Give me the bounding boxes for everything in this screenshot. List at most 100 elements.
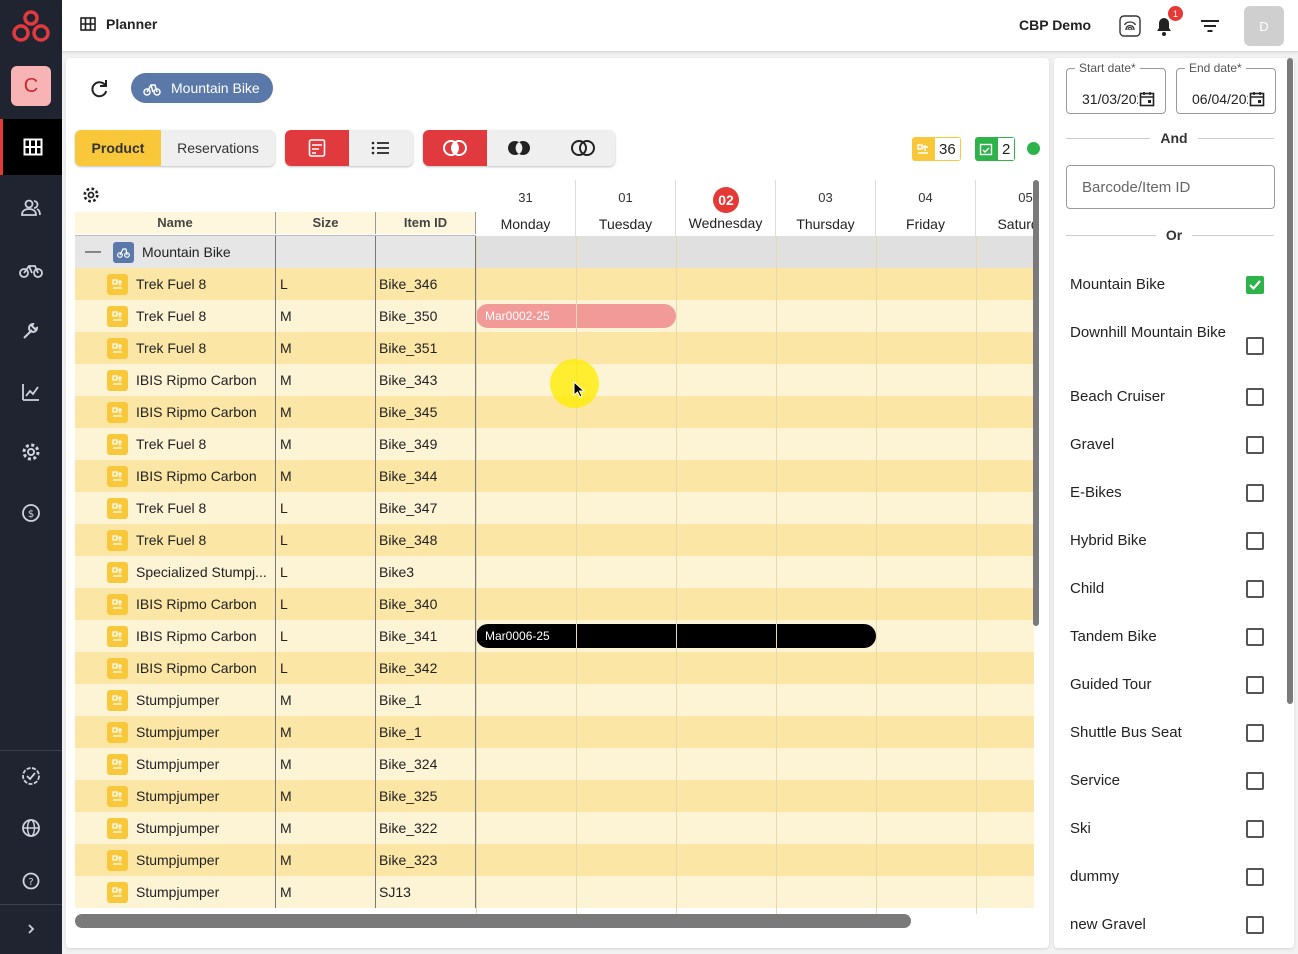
category-label[interactable]: new Gravel — [1070, 916, 1146, 933]
table-row[interactable]: Specialized Stumpj... L Bike3 — [75, 556, 1034, 588]
tab-reservations[interactable]: Reservations — [177, 140, 259, 156]
item-calendar[interactable] — [476, 268, 1034, 300]
category-checkbox[interactable] — [1246, 276, 1264, 294]
table-row[interactable]: Trek Fuel 8 L Bike_348 — [75, 524, 1034, 556]
tab-product[interactable]: Product — [75, 130, 161, 166]
table-row[interactable]: Stumpjumper M Bike_1 — [75, 716, 1034, 748]
item-calendar[interactable] — [476, 812, 1034, 844]
category-checkbox[interactable] — [1246, 628, 1264, 646]
category-label[interactable]: Downhill Mountain Bike — [1070, 324, 1226, 341]
category-label[interactable]: Service — [1070, 772, 1121, 789]
start-date-field[interactable]: Start date* 31/03/2025 — [1066, 61, 1166, 114]
item-calendar[interactable] — [476, 780, 1034, 812]
table-row[interactable]: Stumpjumper M Bike_1 — [75, 684, 1034, 716]
nav-help[interactable]: ? — [0, 853, 62, 909]
category-checkbox[interactable] — [1246, 484, 1264, 502]
table-row[interactable]: IBIS Ripmo Carbon L Bike_340 — [75, 588, 1034, 620]
group-row[interactable]: — Mountain Bike — [75, 236, 1034, 268]
app-logo[interactable] — [0, 0, 62, 52]
day-header[interactable]: 03 Thursday — [776, 180, 876, 236]
nav-planner[interactable] — [0, 119, 62, 175]
nav-bikes[interactable] — [0, 242, 62, 298]
table-row[interactable]: Trek Fuel 8 M Bike_349 — [75, 428, 1034, 460]
avatar[interactable]: D — [1244, 6, 1284, 46]
column-header-size[interactable]: Size — [276, 212, 376, 234]
overlap-mode-3-button[interactable] — [551, 130, 615, 166]
table-row[interactable]: Stumpjumper M Bike_322 — [75, 812, 1034, 844]
item-calendar[interactable] — [476, 428, 1034, 460]
nav-service[interactable] — [0, 303, 62, 359]
nav-checklist[interactable] — [0, 748, 62, 804]
nav-settings[interactable] — [0, 424, 62, 480]
end-date-value[interactable]: 06/04/2025 — [1192, 91, 1248, 107]
filter-panel-scrollbar[interactable] — [1287, 58, 1293, 704]
item-calendar[interactable] — [476, 524, 1034, 556]
item-calendar[interactable] — [476, 460, 1034, 492]
filter-button[interactable] — [1198, 14, 1222, 38]
overlap-mode-1-button[interactable] — [423, 130, 487, 166]
table-row[interactable]: IBIS Ripmo Carbon M Bike_345 — [75, 396, 1034, 428]
day-header[interactable]: 02 Wednesday — [676, 180, 776, 236]
column-settings-button[interactable] — [82, 186, 100, 209]
category-label[interactable]: Tandem Bike — [1070, 628, 1157, 645]
table-row[interactable]: Trek Fuel 8 M Bike_350 Mar0002-25 — [75, 300, 1034, 332]
table-row[interactable]: Stumpjumper M Bike_325 — [75, 780, 1034, 812]
company-switcher[interactable]: C — [11, 66, 51, 106]
table-row[interactable]: Trek Fuel 8 L Bike_346 — [75, 268, 1034, 300]
day-header[interactable]: 31 Monday — [476, 180, 576, 236]
timeline-view-button[interactable] — [285, 130, 349, 166]
category-label[interactable]: Beach Cruiser — [1070, 388, 1166, 405]
end-date-picker-button[interactable] — [1249, 91, 1265, 112]
notifications-button[interactable] — [1152, 14, 1176, 38]
item-calendar[interactable] — [476, 332, 1034, 364]
category-checkbox[interactable] — [1246, 772, 1264, 790]
collapse-icon[interactable]: — — [85, 243, 101, 260]
day-header[interactable]: 05 Saturday — [976, 180, 1034, 236]
column-header-name[interactable]: Name — [75, 212, 276, 234]
item-calendar[interactable] — [476, 844, 1034, 876]
refresh-button[interactable] — [88, 78, 110, 100]
user-name[interactable]: CBP Demo — [1019, 17, 1092, 33]
category-label[interactable]: Child — [1070, 580, 1105, 597]
category-checkbox[interactable] — [1246, 580, 1264, 598]
nav-customers[interactable] — [0, 180, 62, 236]
category-chip[interactable]: Mountain Bike — [131, 73, 273, 103]
table-row[interactable]: Stumpjumper M Bike_323 — [75, 844, 1034, 876]
category-label[interactable]: Mountain Bike — [1070, 276, 1166, 293]
item-calendar[interactable] — [476, 716, 1034, 748]
table-row[interactable]: Stumpjumper M SJ13 — [75, 876, 1034, 908]
list-view-button[interactable] — [349, 130, 413, 166]
category-label[interactable]: E-Bikes — [1070, 484, 1122, 501]
grid-horizontal-scrollbar[interactable] — [75, 914, 911, 928]
start-date-value[interactable]: 31/03/2025 — [1082, 91, 1138, 107]
day-header[interactable]: 04 Friday — [876, 180, 976, 236]
item-calendar[interactable] — [476, 588, 1034, 620]
item-calendar[interactable] — [476, 492, 1034, 524]
category-checkbox[interactable] — [1246, 532, 1264, 550]
category-checkbox[interactable] — [1246, 337, 1264, 355]
table-row[interactable]: IBIS Ripmo Carbon M Bike_344 — [75, 460, 1034, 492]
category-label[interactable]: Gravel — [1070, 436, 1115, 453]
category-checkbox[interactable] — [1246, 916, 1264, 934]
expand-rail-button[interactable] — [0, 903, 62, 954]
item-calendar[interactable] — [476, 876, 1034, 908]
grid-vertical-scrollbar[interactable] — [1033, 180, 1039, 626]
table-row[interactable]: Trek Fuel 8 M Bike_351 — [75, 332, 1034, 364]
category-checkbox[interactable] — [1246, 436, 1264, 454]
item-calendar[interactable] — [476, 748, 1034, 780]
category-checkbox[interactable] — [1246, 868, 1264, 886]
fingerprint-button[interactable] — [1118, 14, 1142, 38]
category-label[interactable]: dummy — [1070, 868, 1120, 885]
barcode-input[interactable]: Barcode/Item ID — [1066, 165, 1275, 209]
category-label[interactable]: Hybrid Bike — [1070, 532, 1147, 549]
overlap-mode-2-button[interactable] — [487, 130, 551, 166]
item-calendar[interactable] — [476, 684, 1034, 716]
column-header-item-id[interactable]: Item ID — [376, 212, 476, 234]
category-label[interactable]: Ski — [1070, 820, 1091, 837]
category-checkbox[interactable] — [1246, 820, 1264, 838]
category-checkbox[interactable] — [1246, 676, 1264, 694]
category-checkbox[interactable] — [1246, 388, 1264, 406]
item-calendar[interactable] — [476, 652, 1034, 684]
table-row[interactable]: Stumpjumper M Bike_324 — [75, 748, 1034, 780]
nav-language[interactable] — [0, 800, 62, 856]
